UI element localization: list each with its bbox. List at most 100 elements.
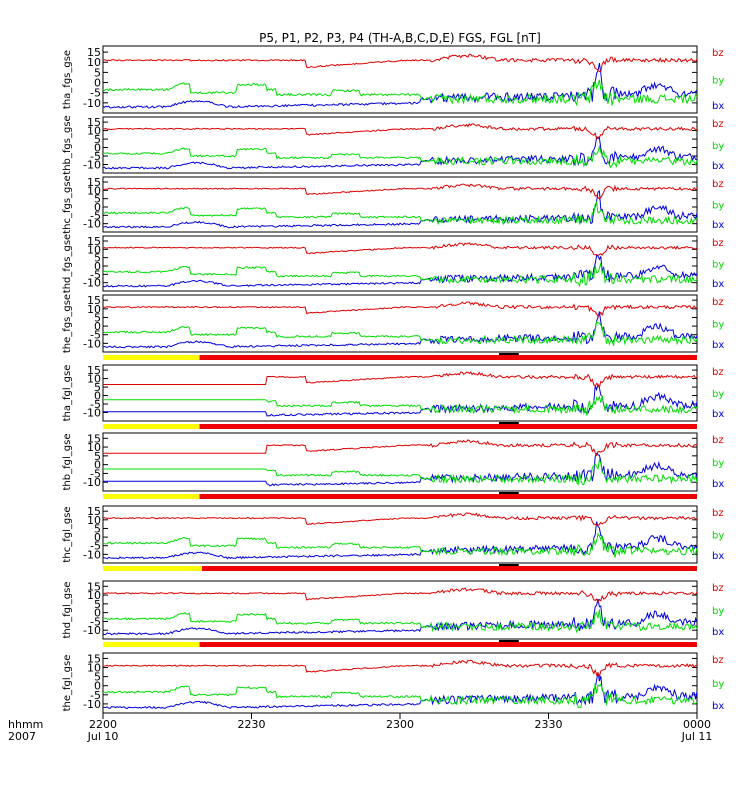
legend-bz: bz [712,238,724,249]
y-tick-label: 5 [94,66,101,79]
y-tick-label: -10 [83,698,101,711]
y-tick-label: -10 [83,624,101,637]
y-tick-label: 10 [87,514,101,527]
mode-bar-segment-red [202,566,697,571]
y-tick-label: 0 [94,459,101,472]
y-tick-label: 15 [87,294,101,307]
y-tick-label: -5 [90,329,101,342]
legend-bz: bz [712,655,724,666]
y-tick-label: -5 [90,209,101,222]
y-tick-label: 10 [87,125,101,138]
legend-bx: bx [712,409,724,420]
y-tick-label: 5 [94,252,101,265]
series-line-bz [103,371,698,390]
y-tick-label: -5 [90,150,101,163]
series-line-bx [103,189,698,229]
y-tick-label: 10 [87,184,101,197]
y-tick-label: -5 [90,87,101,100]
y-tick-label: 5 [94,133,101,146]
series-line-bz [102,53,698,73]
y-tick-label: 5 [94,450,101,463]
mode-bar-marker [499,422,519,424]
legend-bx: bx [712,161,724,172]
mode-bar-segment-yellow [103,566,202,571]
y-tick-label: 10 [87,56,101,69]
legend-bz: bz [712,179,724,190]
mode-bar-segment-yellow [103,424,200,429]
chart-title: P5, P1, P2, P3, P4 (TH-A,B,C,D,E) FGS, F… [259,31,541,45]
x-tick-label: 2300 [386,718,414,731]
legend-bz: bz [712,435,724,446]
mode-bar-segment-red [199,355,697,360]
series-line-bz [102,123,698,140]
panel-frame [102,432,698,492]
y-tick-label: -10 [83,476,101,489]
panel-frame [102,116,698,174]
legend-bx: bx [712,479,724,490]
y-tick-label: 10 [87,373,101,386]
mode-bar-marker [499,353,519,355]
y-tick-label: -5 [90,540,101,553]
series-line-by [102,321,698,346]
legend-bz: bz [712,367,724,378]
y-tick-label: 15 [87,580,101,593]
series-line-by [103,683,698,708]
series-line-bx [102,254,698,288]
y-tick-label: 5 [94,311,101,324]
y-tick-label: -10 [83,548,101,561]
legend-by: by [712,679,724,690]
series-line-by [102,144,698,169]
y-tick-label: 0 [94,531,101,544]
y-tick-label: 5 [94,522,101,535]
series-line-bx [103,452,698,487]
x-tick-sublabel: Jul 11 [681,730,713,743]
y-axis-label: the_fgl_gse [62,655,73,712]
y-tick-label: 0 [94,77,101,90]
y-tick-label: 0 [94,320,101,333]
y-axis-label: tha_fgs_gse [62,50,73,109]
legend-bx: bx [712,627,724,638]
legend-bz: bz [712,297,724,308]
series-line-by [102,532,698,558]
y-tick-label: -10 [83,277,101,290]
y-tick-label: -10 [83,97,101,110]
mode-bar-segment-yellow [103,642,200,647]
series-line-bx [102,598,698,636]
mode-bar-segment-yellow [103,494,200,499]
y-tick-label: 15 [87,176,101,189]
series-line-bz [102,512,698,527]
y-tick-label: 0 [94,390,101,403]
legend-by: by [712,141,724,152]
mode-bar-marker [499,640,519,642]
legend-bx: bx [712,279,724,290]
series-line-bz [103,659,698,679]
panel-frame [102,45,698,114]
y-axis-label: thc_fgs_gse [62,175,73,234]
y-tick-label: -5 [90,398,101,411]
legend-by: by [712,606,724,617]
y-tick-label: 15 [87,505,101,518]
series-line-bz [102,587,698,604]
y-axis-label: thb_fgs_gse [62,115,73,174]
y-tick-label: -5 [90,615,101,628]
y-tick-label: -5 [90,689,101,702]
legend-bx: bx [712,101,724,112]
y-tick-label: 0 [94,607,101,620]
x-axis-unit-label: hhmm [8,718,43,731]
y-tick-label: 5 [94,598,101,611]
y-tick-label: -10 [83,407,101,420]
panel-frame [102,176,698,233]
series-line-by [102,262,698,288]
y-tick-label: -5 [90,467,101,480]
x-tick-label: 0000 [683,718,711,731]
panel-frame [102,580,698,640]
y-tick-label: 0 [94,201,101,214]
series-line-bx [102,135,698,170]
